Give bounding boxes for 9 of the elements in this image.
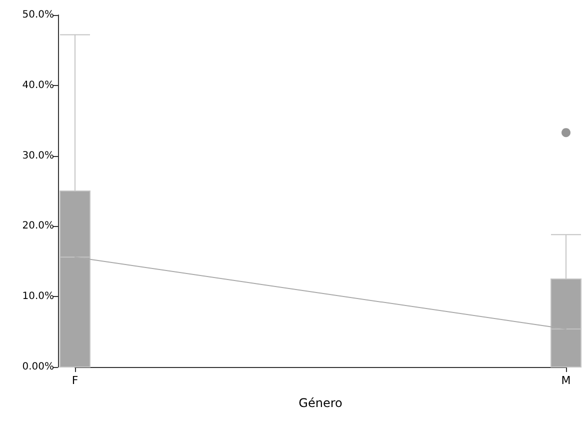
- x-tick-label: F: [72, 374, 78, 387]
- y-tick-label: 40.0%: [22, 80, 54, 91]
- y-tick-label: 30.0%: [22, 150, 54, 162]
- y-tick-label: 10.0%: [22, 291, 54, 302]
- x-tick-label: M: [561, 374, 571, 387]
- y-tick-label: 50.0%: [22, 10, 54, 20]
- x-axis-title: Género: [298, 396, 342, 410]
- y-tick-label: 20.0%: [22, 220, 54, 232]
- y-tick-label: 0.00%: [22, 362, 54, 372]
